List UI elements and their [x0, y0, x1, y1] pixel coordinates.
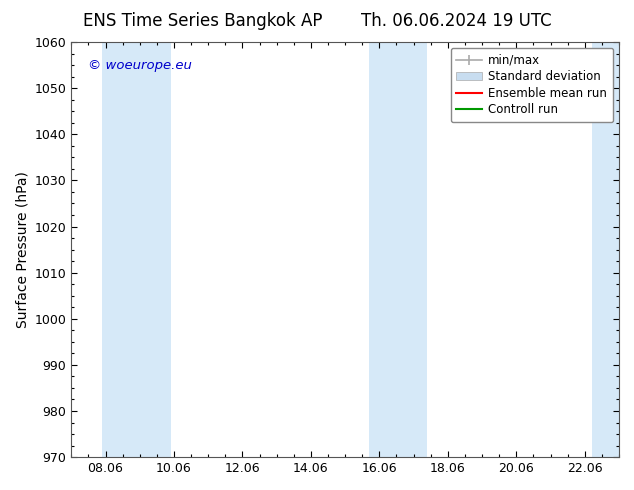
Text: Th. 06.06.2024 19 UTC: Th. 06.06.2024 19 UTC	[361, 12, 552, 30]
Text: © woeurope.eu: © woeurope.eu	[87, 59, 191, 72]
Bar	[369, 42, 427, 457]
Bar	[592, 42, 619, 457]
Y-axis label: Surface Pressure (hPa): Surface Pressure (hPa)	[15, 171, 29, 328]
Bar	[102, 42, 171, 457]
Legend: min/max, Standard deviation, Ensemble mean run, Controll run: min/max, Standard deviation, Ensemble me…	[451, 48, 613, 122]
Text: ENS Time Series Bangkok AP: ENS Time Series Bangkok AP	[83, 12, 323, 30]
